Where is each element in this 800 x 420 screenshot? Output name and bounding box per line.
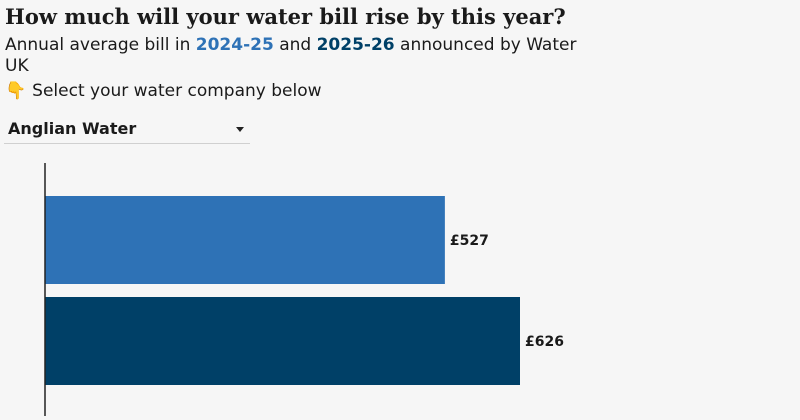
selected-company: Anglian Water (8, 119, 137, 138)
subtitle-year-2025-26: 2025-26 (316, 35, 395, 55)
bar-value-label-2025-26: £626 (525, 334, 564, 350)
bar-2025-26 (45, 297, 520, 385)
bar-value-label-2024-25: £527 (450, 233, 489, 249)
chart-title: How much will your water bill rise by th… (5, 4, 566, 29)
subtitle-prefix: Annual average bill in (5, 35, 196, 55)
subtitle-year-2024-25: 2024-25 (195, 35, 274, 55)
subtitle-mid: and (273, 35, 317, 55)
instruction-line: 👇 Select your water company below (5, 80, 322, 102)
instruction-text: Select your water company below (32, 81, 322, 101)
bar-2024-25 (45, 196, 445, 284)
chart-subtitle: Annual average bill in 2024-25 and 2025-… (5, 35, 585, 77)
subtitle-suffix: announced by Water UK (5, 35, 577, 76)
pointing-down-hand-icon: 👇 (5, 81, 27, 101)
caret-down-icon (236, 127, 244, 132)
water-company-select[interactable]: Anglian Water (4, 115, 250, 144)
